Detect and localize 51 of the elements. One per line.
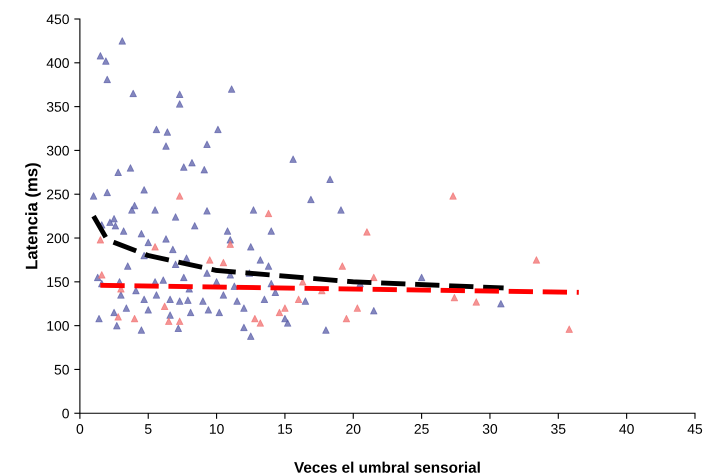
y-tick-label: 250: [47, 190, 69, 200]
point: [281, 304, 289, 312]
x-axis-title: Veces el umbral sensorial: [294, 462, 480, 473]
point: [354, 304, 362, 312]
point: [276, 308, 284, 316]
point: [165, 318, 172, 325]
point: [114, 313, 122, 321]
y-axis-title: Latencia (ms): [25, 163, 41, 269]
point: [206, 256, 214, 264]
point: [176, 192, 184, 200]
point: [251, 314, 259, 322]
point: [472, 298, 480, 306]
point: [566, 325, 573, 333]
point: [176, 318, 184, 325]
point: [151, 243, 159, 250]
x-tick-label: 15: [278, 424, 292, 434]
y-tick-label: 350: [46, 102, 69, 112]
x-tick-label: 5: [144, 424, 152, 434]
y-tick-label: 0: [62, 408, 69, 418]
x-tick-label: 0: [76, 424, 84, 434]
point: [256, 319, 264, 327]
point: [226, 240, 234, 248]
y-tick-label: 50: [54, 364, 69, 375]
point: [96, 236, 104, 244]
x-tick-label: 35: [551, 424, 566, 434]
point: [342, 314, 350, 322]
y-tick-label: 450: [46, 14, 69, 24]
point: [98, 271, 106, 278]
point: [363, 228, 371, 236]
point: [338, 262, 346, 270]
point: [450, 294, 458, 302]
point: [532, 256, 540, 264]
x-tick-label: 30: [482, 424, 498, 434]
point: [160, 302, 168, 310]
x-tick-label: 10: [210, 424, 224, 434]
point: [130, 314, 138, 322]
x-tick-label: 20: [346, 424, 360, 434]
point: [294, 296, 302, 304]
y-tick-label: 150: [47, 277, 69, 288]
y-tick-label: 400: [46, 58, 69, 68]
x-tick-label: 25: [414, 424, 429, 434]
y-tick-label: 300: [46, 146, 69, 156]
point: [299, 278, 306, 286]
point: [220, 258, 228, 266]
point: [370, 274, 378, 282]
point: [449, 192, 457, 200]
x-tick-label: 45: [688, 424, 702, 434]
y-tick-label: 100: [47, 320, 69, 331]
point: [264, 210, 272, 218]
y-tick-label: 200: [47, 233, 69, 244]
x-tick-label: 40: [619, 424, 634, 434]
